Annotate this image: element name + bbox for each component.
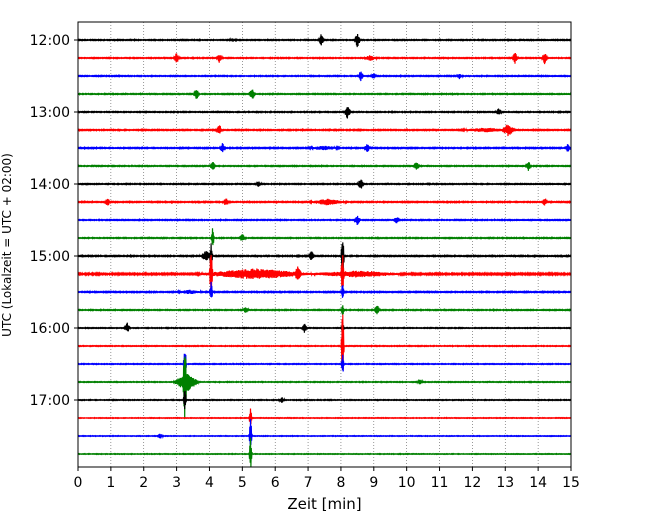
x-tick-label: 14 — [529, 475, 547, 491]
trace-row-1700 — [77, 390, 572, 410]
trace-row-1745 — [77, 437, 572, 467]
y-axis-title: UTC (Lokalzeit = UTC + 02:00) — [0, 153, 14, 337]
x-tick-label: 6 — [271, 475, 280, 491]
trace-row-1530 — [77, 281, 572, 298]
trace-row-1400 — [77, 179, 572, 189]
x-tick-label: 15 — [562, 475, 580, 491]
trace-row-1500 — [77, 242, 572, 284]
trace-row-1245 — [77, 89, 572, 99]
x-tick-label: 5 — [238, 475, 247, 491]
trace-row-1730 — [77, 419, 572, 445]
y-tick-label: 12:00 — [30, 33, 70, 49]
y-tick-label: 14:00 — [30, 177, 70, 193]
plot-frame — [77, 21, 572, 468]
x-tick-label: 2 — [139, 475, 148, 491]
trace-row-1515 — [77, 255, 572, 292]
trace-row-1445 — [77, 228, 572, 246]
trace-row-1415 — [77, 198, 572, 206]
trace-row-1300 — [77, 107, 572, 119]
trace-row-1615 — [77, 314, 572, 370]
x-tick-label: 8 — [336, 475, 345, 491]
trace-row-1600 — [77, 322, 572, 336]
trace-row-1330 — [77, 143, 572, 153]
x-tick-label: 4 — [205, 475, 214, 491]
x-tick-label: 1 — [106, 475, 115, 491]
seismogram-traces — [77, 33, 572, 467]
trace-row-1715 — [77, 408, 572, 425]
x-tick-label: 13 — [496, 475, 514, 491]
y-tick-label: 13:00 — [30, 105, 70, 121]
y-tick-label: 15:00 — [30, 249, 70, 265]
x-tick-label: 9 — [369, 475, 378, 491]
x-tick-label: 3 — [172, 475, 181, 491]
trace-row-1645 — [77, 356, 572, 420]
x-axis-title: Zeit [min] — [287, 495, 361, 513]
trace-row-1345 — [77, 162, 572, 171]
trace-row-1630 — [77, 353, 572, 381]
trace-row-1545 — [77, 305, 572, 315]
trace-row-1230 — [77, 71, 572, 82]
x-tick-label: 12 — [463, 475, 481, 491]
trace-row-1315 — [77, 124, 572, 137]
x-tick-label: 0 — [74, 475, 83, 491]
x-tick-label: 10 — [398, 475, 416, 491]
x-tick-label: 7 — [304, 475, 313, 491]
x-tick-label: 11 — [431, 475, 449, 491]
vertical-grid — [110, 22, 539, 467]
y-tick-label: 16:00 — [30, 321, 70, 337]
x-axis-ticks: 0 1 2 3 4 5 6 7 8 9 10 11 12 13 14 15 — [74, 467, 580, 491]
trace-row-1200 — [77, 33, 572, 48]
trace-row-1430 — [77, 215, 572, 225]
y-axis-ticks: 12:00 13:00 14:00 15:00 16:00 17:00 — [30, 33, 78, 409]
trace-row-1215 — [77, 52, 572, 65]
y-tick-label: 17:00 — [30, 393, 70, 409]
